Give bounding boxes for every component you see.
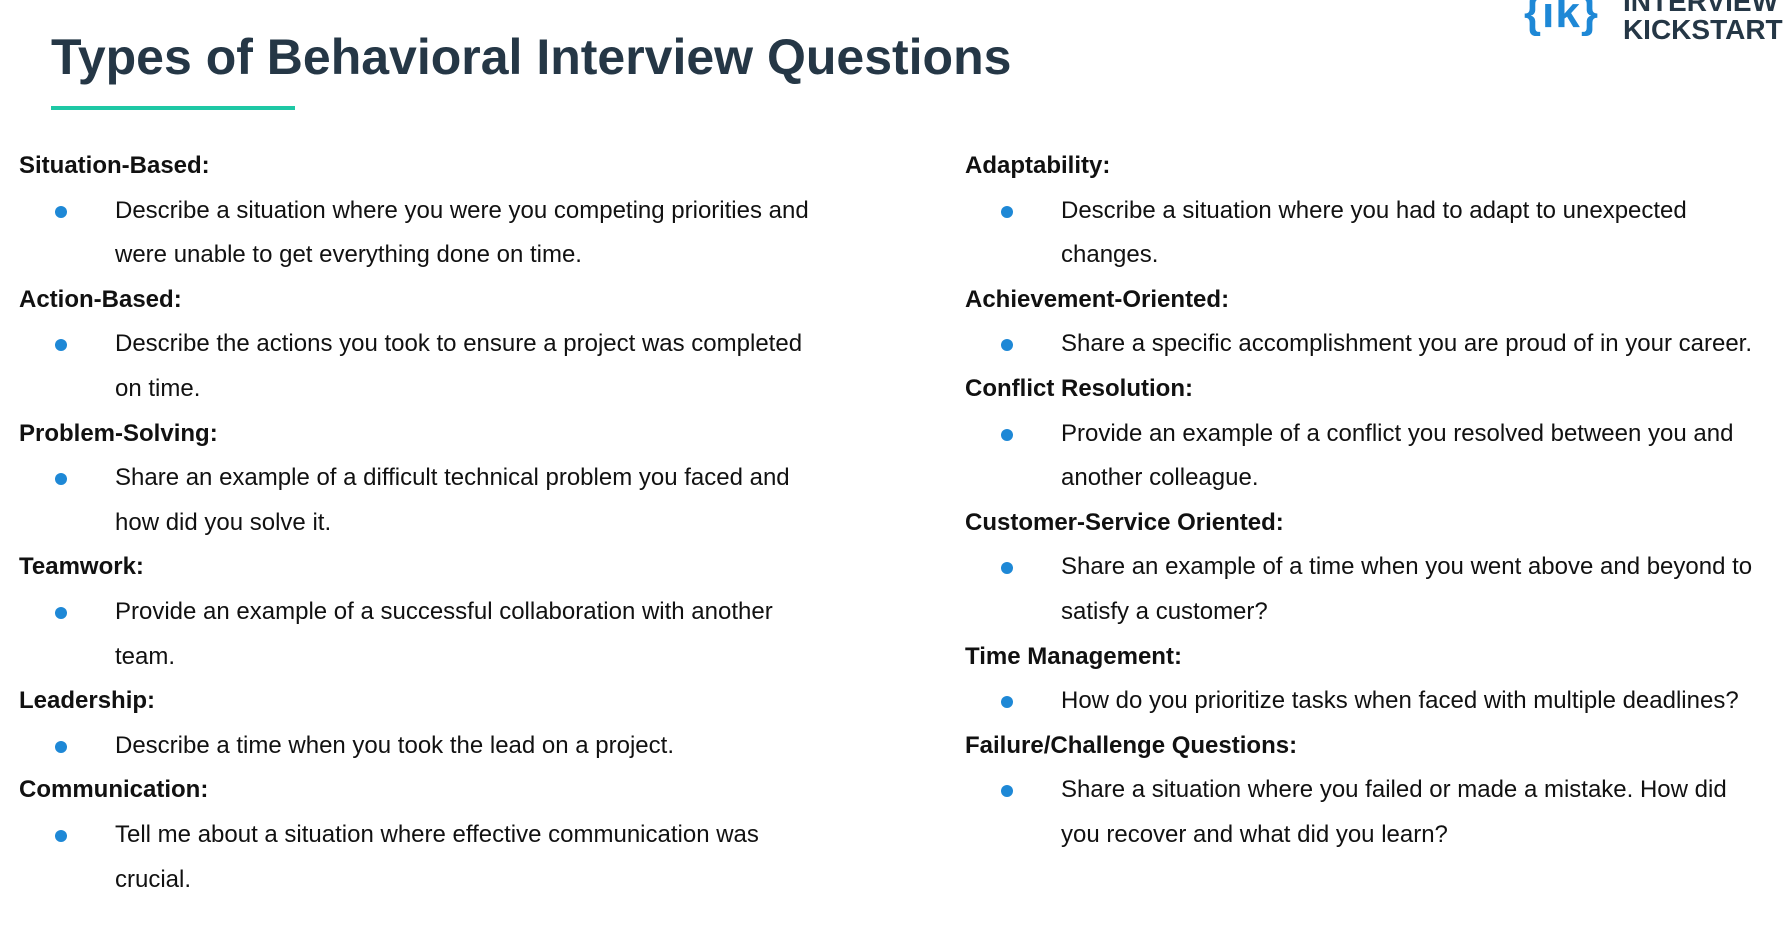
bullet-item: Share a situation where you failed or ma… — [965, 768, 1761, 857]
section-heading: Action-Based: — [19, 285, 182, 313]
bullet-item: Describe a situation where you were you … — [19, 189, 815, 278]
bullet-item: Tell me about a situation where effectiv… — [19, 813, 815, 902]
bullet-item: Share an example of a time when you went… — [965, 545, 1761, 634]
section-heading: Customer-Service Oriented: — [965, 508, 1284, 536]
bullet-item: Describe the actions you took to ensure … — [19, 322, 815, 411]
logo-text: INTERVIEW KICKSTART — [1623, 0, 1783, 44]
right-column: Adaptability: Describe a situation where … — [965, 144, 1765, 858]
bullet-item: Provide an example of a conflict you res… — [965, 412, 1761, 501]
bullet-item: How do you prioritize tasks when faced w… — [965, 679, 1761, 724]
section-heading: Achievement-Oriented: — [965, 285, 1230, 313]
logo-line: INTERVIEW — [1622, 0, 1779, 17]
section-heading: Conflict Resolution: — [965, 374, 1193, 402]
bullet-item: Provide an example of a successful colla… — [19, 590, 815, 679]
section-heading: Teamwork: — [19, 553, 144, 581]
page-title: Types of Behavioral Interview Questions — [51, 29, 1012, 85]
bullet-item: Describe a time when you took the lead o… — [19, 724, 815, 769]
bullet-item: Describe a situation where you had to ad… — [965, 189, 1761, 278]
logo-line: KICKSTART — [1622, 14, 1783, 45]
section-heading: Problem-Solving: — [19, 419, 218, 447]
logo: {ik} INTERVIEW KICKSTART — [1524, 0, 1783, 44]
section-heading: Situation-Based: — [19, 152, 210, 179]
section-heading: Failure/Challenge Questions: — [965, 731, 1298, 759]
section-heading: Communication: — [19, 776, 209, 804]
section-heading: Adaptability: — [965, 152, 1111, 179]
logo-mark: {ik} — [1524, 0, 1599, 37]
title-underline — [51, 106, 295, 110]
section-heading: Leadership: — [19, 687, 156, 715]
bullet-item: Share a specific accomplishment you are … — [965, 322, 1761, 367]
section-heading: Time Management: — [965, 642, 1182, 670]
bullet-item: Share an example of a difficult technica… — [19, 456, 815, 545]
left-column: Situation-Based: Describe a situation whe… — [19, 144, 819, 902]
